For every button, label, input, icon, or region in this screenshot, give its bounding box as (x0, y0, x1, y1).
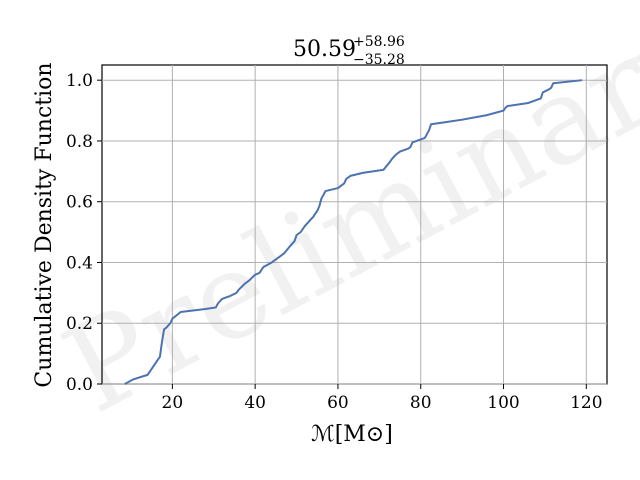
x-tick-label: 100 (487, 393, 519, 413)
tick-layer: 20 40 60 80 100 120 0.0 0.2 0.4 0.6 0.8 1.0 (66, 71, 603, 413)
watermark-text: Preliminary (43, 0, 640, 441)
title-median: 50.59 (293, 37, 356, 62)
chart-title: 50.59 +58.96 −35.28 (293, 34, 405, 68)
y-tick-label: 0.0 (66, 375, 93, 395)
title-lower-error: −35.28 (353, 52, 405, 68)
y-axis-label: Cumulative Density Function (32, 62, 57, 387)
y-tick-label: 0.8 (66, 132, 93, 152)
cdf-series-line (124, 79, 583, 385)
x-tick-label: 40 (244, 393, 266, 413)
title-upper-error: +58.96 (353, 34, 405, 50)
grid-layer (102, 65, 607, 385)
x-tick-label: 80 (410, 393, 432, 413)
x-tick-label: 20 (162, 393, 184, 413)
y-tick-label: 0.6 (66, 193, 93, 213)
x-axis-label: ℳ[M⊙] (311, 422, 393, 447)
x-tick-label: 60 (327, 393, 349, 413)
y-tick-label: 0.4 (66, 253, 93, 273)
y-tick-label: 0.2 (66, 314, 93, 334)
x-tick-label: 120 (570, 393, 602, 413)
y-tick-label: 1.0 (66, 71, 93, 91)
